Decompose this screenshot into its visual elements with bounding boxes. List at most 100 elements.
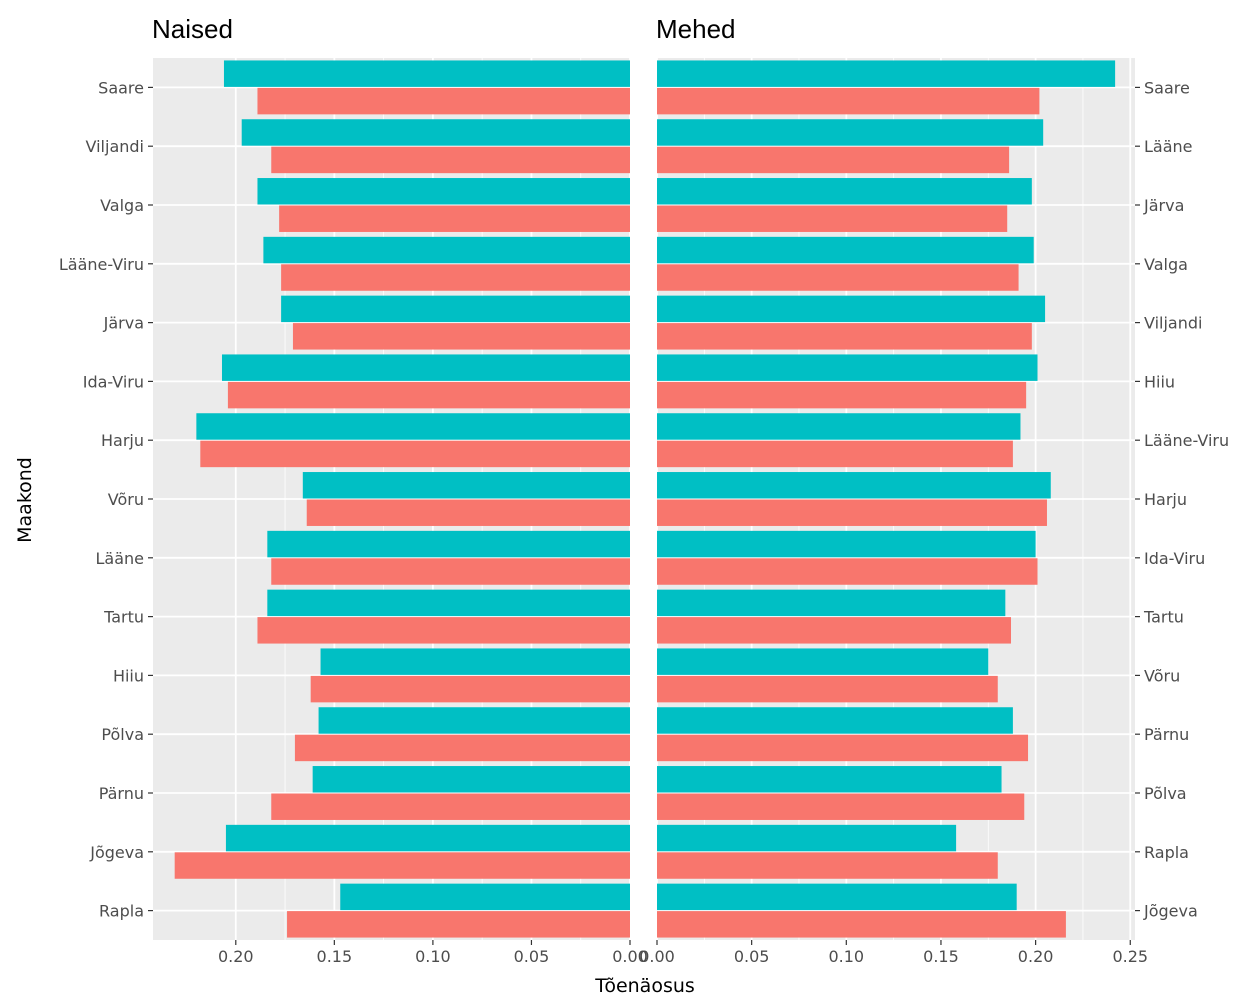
y-tick-label: Valga bbox=[1144, 255, 1188, 274]
y-tick-label: Jõgeva bbox=[1143, 902, 1198, 921]
y-tick-label: Rapla bbox=[1144, 843, 1189, 862]
x-tick-label: 0.15 bbox=[317, 947, 353, 966]
bar-jarva-1 bbox=[292, 323, 630, 350]
y-tick-label: Pärnu bbox=[1144, 725, 1189, 744]
bar-laane-viru-1 bbox=[657, 440, 1013, 468]
bar-saare-1 bbox=[257, 87, 630, 115]
bar-hiiu-1 bbox=[657, 381, 1027, 409]
bar-tartu-0 bbox=[267, 589, 630, 617]
bar-parnu-1 bbox=[271, 793, 630, 820]
bar-harju-0 bbox=[196, 413, 630, 440]
y-tick-label: Põlva bbox=[101, 725, 144, 744]
bar-polva-0 bbox=[657, 766, 1002, 793]
y-tick-label: Rapla bbox=[99, 902, 144, 921]
y-tick-label: Põlva bbox=[1144, 784, 1187, 803]
x-axis-title: Tõenäosus bbox=[594, 975, 695, 997]
bar-polva-1 bbox=[657, 793, 1025, 820]
y-tick-label: Järva bbox=[103, 314, 144, 333]
bar-jogeva-1 bbox=[657, 911, 1066, 938]
y-tick-label: Lääne-Viru bbox=[59, 255, 144, 274]
y-tick-label: Hiiu bbox=[113, 666, 144, 685]
bar-jogeva-0 bbox=[225, 824, 630, 852]
bar-viljandi-0 bbox=[241, 119, 630, 146]
panel-title: Mehed bbox=[656, 14, 736, 44]
y-tick-label: Järva bbox=[1143, 196, 1184, 215]
bar-parnu-0 bbox=[657, 707, 1013, 734]
x-tick-label: 0.20 bbox=[218, 947, 254, 966]
bar-laane-viru-0 bbox=[657, 413, 1021, 440]
panel-mehed: 0.00 0.05 0.10 0.15 0.20 0.25 Saare Lääne Järva V… bbox=[639, 14, 1229, 966]
bar-jarva-0 bbox=[657, 178, 1032, 205]
panel-title: Naised bbox=[152, 14, 233, 44]
bar-voru-1 bbox=[306, 499, 630, 526]
y-tick-label: Tartu bbox=[1143, 608, 1184, 627]
bar-ida-viru-1 bbox=[227, 381, 631, 409]
x-tick-label: 0.10 bbox=[415, 947, 451, 966]
x-tick-label: 0.10 bbox=[828, 947, 864, 966]
bar-laane-0 bbox=[267, 530, 630, 558]
bar-saare-1 bbox=[657, 87, 1040, 115]
bar-parnu-0 bbox=[312, 766, 630, 793]
x-tick-label: 0.05 bbox=[514, 947, 550, 966]
bar-rapla-1 bbox=[657, 852, 998, 879]
bar-saare-0 bbox=[657, 60, 1116, 87]
bar-viljandi-1 bbox=[271, 146, 630, 174]
bar-rapla-1 bbox=[287, 911, 630, 938]
bar-saare-0 bbox=[223, 60, 630, 87]
y-tick-label: Ida-Viru bbox=[83, 372, 144, 391]
bar-valga-1 bbox=[279, 205, 630, 232]
bar-tartu-1 bbox=[657, 617, 1012, 644]
bar-ida-viru-0 bbox=[657, 530, 1036, 558]
bar-harju-1 bbox=[200, 440, 630, 468]
bar-laane-viru-1 bbox=[281, 264, 630, 291]
bar-voru-1 bbox=[657, 675, 998, 703]
bar-hiiu-0 bbox=[657, 354, 1038, 381]
bar-tartu-1 bbox=[257, 617, 630, 644]
x-tick-label: 0.20 bbox=[1018, 947, 1054, 966]
bar-jarva-1 bbox=[657, 205, 1008, 232]
bar-rapla-0 bbox=[340, 883, 630, 911]
y-tick-label: Viljandi bbox=[86, 137, 144, 156]
bar-rapla-0 bbox=[657, 824, 957, 852]
y-tick-label: Harju bbox=[101, 431, 144, 450]
bar-viljandi-1 bbox=[657, 323, 1032, 350]
bar-jogeva-0 bbox=[657, 883, 1017, 911]
bar-voru-0 bbox=[302, 472, 630, 499]
bar-polva-0 bbox=[318, 707, 630, 734]
bar-valga-1 bbox=[657, 264, 1019, 291]
bar-laane-viru-0 bbox=[263, 236, 630, 264]
x-tick-label: 0.00 bbox=[639, 947, 675, 966]
y-tick-label: Võru bbox=[1144, 666, 1180, 685]
panel-naised: 0.20 0.15 0.10 0.05 0.00 Saare Viljandi Valga Lä… bbox=[59, 14, 648, 966]
bar-harju-1 bbox=[657, 499, 1047, 526]
y-tick-label: Lääne bbox=[95, 549, 144, 568]
bar-tartu-0 bbox=[657, 589, 1006, 617]
y-tick-label: Saare bbox=[98, 78, 144, 97]
bar-laane-1 bbox=[271, 558, 630, 585]
y-tick-label: Tartu bbox=[103, 608, 144, 627]
y-tick-label: Ida-Viru bbox=[1144, 549, 1205, 568]
bar-laane-0 bbox=[657, 119, 1044, 146]
bar-jogeva-1 bbox=[174, 852, 630, 879]
bar-valga-0 bbox=[257, 178, 630, 205]
x-tick-label: 0.05 bbox=[734, 947, 770, 966]
bar-voru-0 bbox=[657, 648, 989, 675]
bar-jarva-0 bbox=[281, 295, 630, 323]
y-axis-title: Maakond bbox=[14, 457, 36, 543]
x-tick-label: 0.25 bbox=[1112, 947, 1148, 966]
y-tick-label: Saare bbox=[1144, 78, 1190, 97]
bar-ida-viru-1 bbox=[657, 558, 1038, 585]
x-tick-label: 0.15 bbox=[923, 947, 959, 966]
y-tick-label: Võru bbox=[108, 490, 144, 509]
bar-polva-1 bbox=[294, 734, 630, 762]
y-tick-label: Valga bbox=[100, 196, 144, 215]
y-tick-label: Jõgeva bbox=[89, 843, 144, 862]
x-tick-label: 0.00 bbox=[612, 947, 648, 966]
y-tick-label: Viljandi bbox=[1144, 314, 1202, 333]
bar-hiiu-1 bbox=[310, 675, 630, 703]
bar-parnu-1 bbox=[657, 734, 1029, 762]
bar-ida-viru-0 bbox=[221, 354, 630, 381]
y-tick-label: Harju bbox=[1144, 490, 1187, 509]
bar-hiiu-0 bbox=[320, 648, 630, 675]
